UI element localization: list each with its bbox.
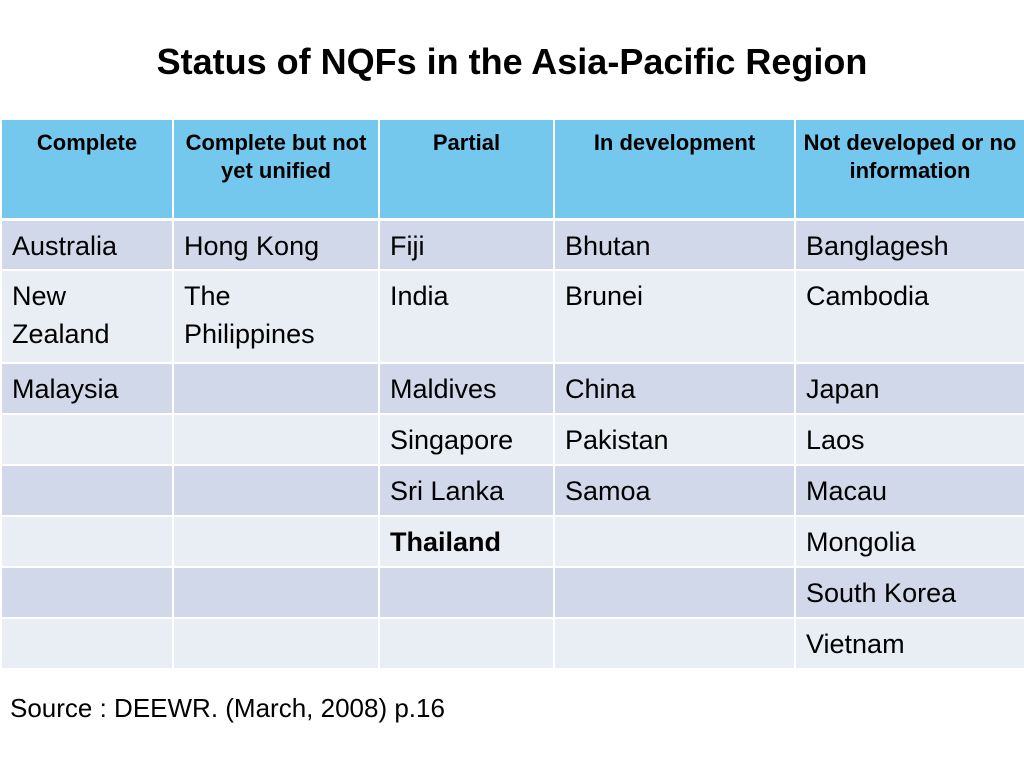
table-cell: Fiji (378, 218, 555, 271)
column-header-complete: Complete (0, 118, 174, 221)
table-cell (378, 566, 555, 619)
table-cell (172, 464, 380, 517)
table-cell (0, 617, 174, 670)
table-cell: Samoa (553, 464, 796, 517)
column-header-partial: Partial (378, 118, 555, 221)
table-cell (378, 617, 555, 670)
table-cell: New Zealand (0, 269, 174, 364)
table-cell: Sri Lanka (378, 464, 555, 517)
table-header-row: Complete Complete but not yet unified Pa… (0, 118, 1024, 221)
nqf-status-table: Complete Complete but not yet unified Pa… (0, 118, 1024, 670)
table-row: Malaysia Maldives China Japan (0, 362, 1024, 415)
table-cell: India (378, 269, 555, 364)
table-cell: Banglagesh (794, 218, 1024, 271)
table-cell (172, 413, 380, 466)
source-citation: Source : DEEWR. (March, 2008) p.16 (10, 693, 445, 723)
table-cell: China (553, 362, 796, 415)
table-row: Singapore Pakistan Laos (0, 413, 1024, 466)
table-cell: Malaysia (0, 362, 174, 415)
table-cell: Japan (794, 362, 1024, 415)
column-header-not-developed: Not developed or no information (794, 118, 1024, 221)
column-header-in-development: In development (553, 118, 796, 221)
table-cell: Maldives (378, 362, 555, 415)
table-cell (553, 515, 796, 568)
table-cell (0, 515, 174, 568)
table-cell: Brunei (553, 269, 796, 364)
table-cell: Pakistan (553, 413, 796, 466)
table-cell: Hong Kong (172, 218, 380, 271)
table-cell: South Korea (794, 566, 1024, 619)
table-cell (172, 617, 380, 670)
table-cell: Cambodia (794, 269, 1024, 364)
table-cell (172, 566, 380, 619)
table-cell: Macau (794, 464, 1024, 517)
column-header-complete-not-unified: Complete but not yet unified (172, 118, 380, 221)
table-cell: Vietnam (794, 617, 1024, 670)
table-cell (0, 566, 174, 619)
table-cell: Singapore (378, 413, 555, 466)
table-row: Australia Hong Kong Fiji Bhutan Banglage… (0, 218, 1024, 271)
table-cell (0, 413, 174, 466)
table-cell: Laos (794, 413, 1024, 466)
table-cell: Mongolia (794, 515, 1024, 568)
table-row: Sri Lanka Samoa Macau (0, 464, 1024, 517)
table-cell: The Philippines (172, 269, 380, 364)
table-row: Thailand Mongolia (0, 515, 1024, 568)
table-row: South Korea (0, 566, 1024, 619)
table-row: New Zealand The Philippines India Brunei… (0, 269, 1024, 364)
table-cell (0, 464, 174, 517)
table-cell-highlighted: Thailand (378, 515, 555, 568)
table-cell: Bhutan (553, 218, 796, 271)
table-cell (553, 617, 796, 670)
table-row: Vietnam (0, 617, 1024, 670)
page-title: Status of NQFs in the Asia-Pacific Regio… (156, 41, 868, 82)
table-cell: Australia (0, 218, 174, 271)
table-cell (172, 362, 380, 415)
table-cell (553, 566, 796, 619)
table-cell (172, 515, 380, 568)
